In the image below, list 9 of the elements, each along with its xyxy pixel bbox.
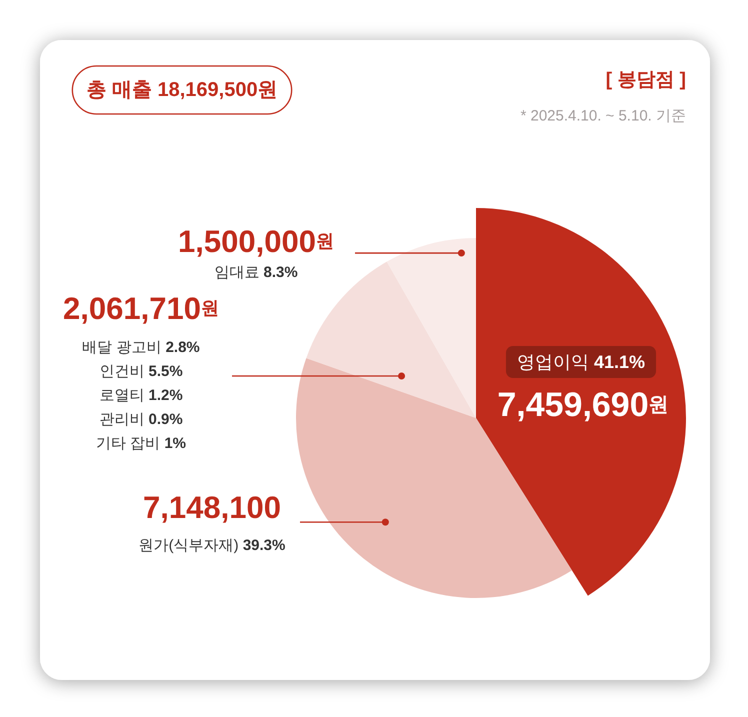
slice-label: 원가(식부자재) 39.3%: [138, 536, 286, 554]
data-label: 7,459,690원: [497, 386, 669, 424]
category-label: 배달 광고비 2.8% 인건비 5.5% 로열티 1.2% 관리비 0.9% 기타 잡비 1%: [82, 338, 200, 452]
chart-title: [ 봉담점 ]: [606, 70, 686, 90]
chart-subtitle: * 2025.4.10. ~ 5.10. 기준: [520, 108, 686, 124]
text: 총 매출 18,169,500원: [86, 79, 278, 101]
data-label: 7,148,100: [143, 490, 281, 525]
slice-label: 영업이익 41.1%: [516, 352, 646, 372]
slice-label: 임대료 8.3%: [214, 264, 298, 281]
